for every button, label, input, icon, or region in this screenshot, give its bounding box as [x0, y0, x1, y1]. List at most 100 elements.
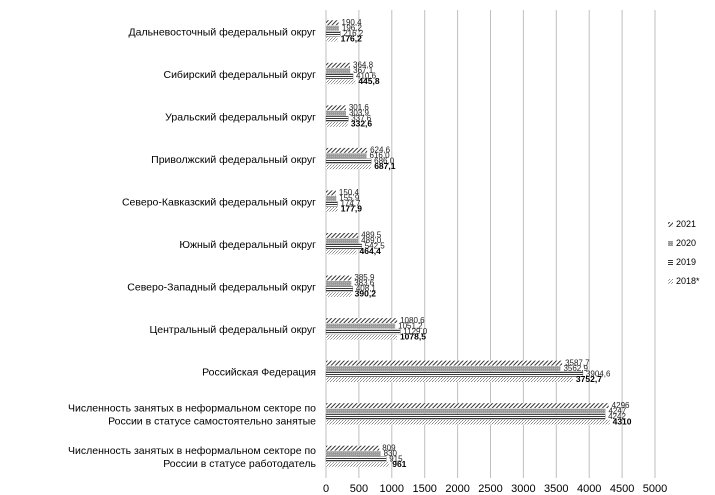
bar-2021 [326, 62, 351, 68]
bar-2018 [326, 292, 352, 297]
data-label: 1080,6 [400, 316, 425, 325]
bar-2019 [325, 414, 606, 420]
bar-2021 [326, 190, 336, 196]
bar-2020 [326, 366, 561, 372]
bar-2019 [325, 286, 354, 292]
data-label: 383,6 [354, 279, 375, 288]
legend-swatch [668, 222, 673, 227]
data-label: 410,6 [356, 72, 377, 81]
bar-2019 [325, 201, 338, 207]
data-label: 687,1 [374, 161, 396, 171]
bar-2021 [326, 105, 346, 111]
data-label: 961 [392, 459, 406, 469]
bar-2018 [326, 164, 372, 170]
gridlines [325, 10, 656, 478]
data-label: 624,6 [370, 146, 391, 155]
bar-2019 [325, 371, 584, 377]
bar-2018 [326, 334, 397, 340]
data-label: 464,4 [360, 246, 382, 256]
category-label: Численность занятых в неформальном секто… [68, 403, 316, 428]
category-labels: Дальневосточный федеральный округ Сибирск… [68, 26, 316, 470]
bar-2021 [326, 147, 368, 153]
data-label: 3904,6 [586, 369, 611, 378]
bar-2018 [326, 377, 573, 383]
category-label: Российская Федерация [202, 367, 316, 379]
data-label: 176,2 [341, 33, 363, 43]
data-label: 4247 [608, 406, 626, 415]
category-label: Северо-Западный федеральный округ [127, 282, 316, 294]
x-tick-label: 2500 [478, 483, 502, 495]
bar-2020 [326, 408, 606, 414]
bar-2020 [326, 323, 396, 329]
bar-2019 [325, 116, 349, 122]
data-label: 1129,0 [403, 327, 427, 336]
data-label: 303,9 [349, 109, 370, 118]
bar-2018 [326, 121, 348, 127]
data-label: 4310 [613, 416, 632, 426]
bar-2018 [326, 36, 338, 42]
x-tick-label: 1500 [412, 483, 436, 495]
data-label: 1078,5 [400, 331, 426, 341]
data-label: 616,0 [370, 151, 391, 160]
bar-2019 [325, 158, 372, 164]
data-label: 3587,7 [565, 358, 590, 367]
category-label: Численность занятых в неформальном секто… [68, 445, 316, 470]
data-label: 364,8 [353, 61, 374, 70]
x-axis-ticks: 0 500 1000 1500 2000 2500 3000 3500 4000 4500 5000 [323, 483, 667, 495]
data-label: 408,1 [356, 284, 377, 293]
x-tick-label: 3500 [544, 483, 568, 495]
legend-label: 2019 [676, 257, 696, 267]
bar-2020 [326, 153, 367, 159]
bar-2021 [326, 275, 352, 281]
category-label: Северо-Кавказский федеральный округ [122, 196, 316, 208]
data-label: 3562,9 [563, 364, 588, 373]
data-label: 177,9 [341, 204, 363, 214]
data-label: 190,4 [342, 18, 363, 27]
bar-2018 [326, 249, 357, 255]
data-label: 489,5 [361, 231, 382, 240]
data-label: 367,1 [353, 66, 374, 75]
bar-2020 [326, 238, 359, 244]
data-label: 174,7 [340, 199, 361, 208]
data-label: 385,9 [354, 273, 375, 282]
bar-2019 [325, 328, 401, 335]
data-label: 915 [389, 454, 403, 463]
x-tick-label: 5000 [643, 483, 667, 495]
x-tick-label: 4000 [577, 483, 601, 495]
legend-label: 2018* [676, 276, 700, 286]
data-label: 150,4 [339, 188, 360, 197]
legend-label: 2020 [676, 238, 696, 248]
bar-2020 [326, 68, 351, 74]
bar-2019 [325, 73, 354, 79]
legend-swatch [668, 260, 673, 265]
category-label: Приволжский федеральный округ [151, 154, 316, 166]
data-label: 830 [384, 449, 398, 458]
category-label: Дальневосточный федеральный округ [129, 26, 317, 38]
data-label: 686,0 [374, 157, 395, 166]
data-label: 4242 [608, 412, 626, 421]
data-label: 445,8 [358, 76, 380, 86]
bar-2021 [326, 360, 563, 366]
data-label: 155,9 [339, 194, 360, 203]
bar-2021 [326, 403, 609, 409]
bar-2019 [325, 243, 362, 250]
data-label: 390,2 [355, 289, 377, 299]
x-tick-label: 1000 [380, 483, 404, 495]
bar-2021 [326, 445, 380, 451]
bar-2020 [326, 25, 339, 31]
bar-2019 [325, 31, 341, 37]
category-label: Центральный федеральный округ [150, 324, 317, 336]
data-label: 3752,7 [576, 374, 602, 384]
legend: 2021 2020 2019 2018* [668, 219, 700, 286]
bars [325, 20, 610, 468]
x-tick-label: 3000 [511, 483, 535, 495]
bar-2021 [326, 20, 339, 26]
bar-2021 [326, 318, 398, 323]
category-label: Уральский федеральный округ [165, 111, 316, 123]
x-tick-label: 4500 [610, 483, 634, 495]
bar-2019 [325, 456, 387, 462]
data-label: 489,0 [361, 236, 382, 245]
data-label: 332,6 [351, 119, 373, 129]
